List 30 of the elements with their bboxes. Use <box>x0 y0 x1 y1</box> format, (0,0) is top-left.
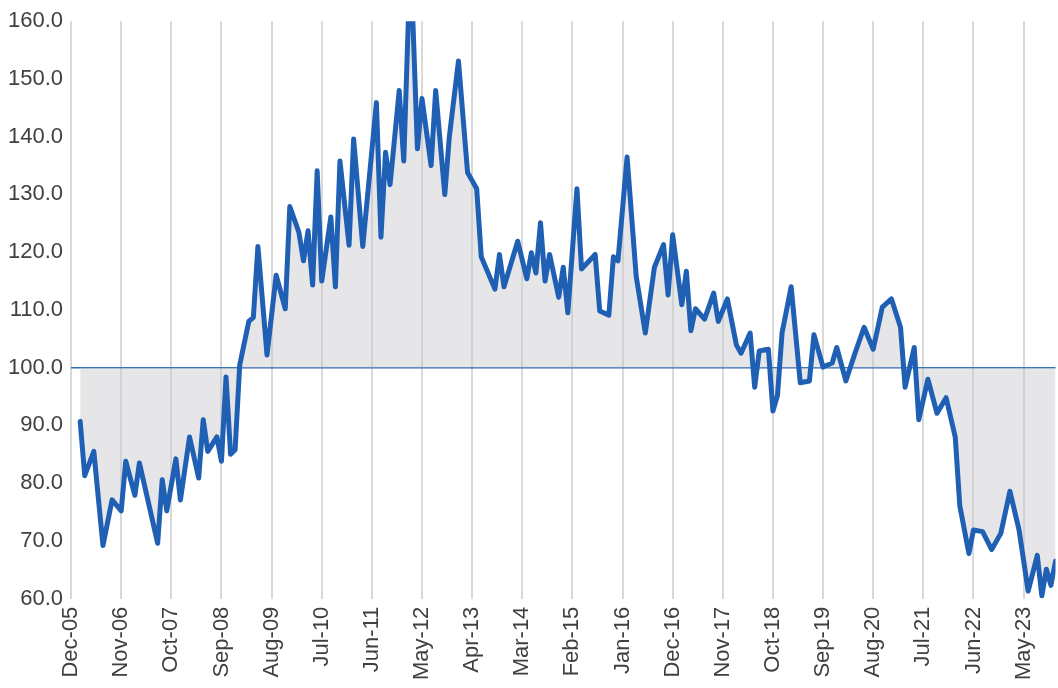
y-tick-label: 150.0 <box>7 65 64 91</box>
y-tick-label: 110.0 <box>9 295 64 321</box>
x-tick-label: May-12 <box>408 606 434 680</box>
y-tick-label: 70.0 <box>20 526 64 552</box>
x-tick-label: Dec-16 <box>658 606 684 678</box>
x-tick-label: Jun-11 <box>357 606 383 673</box>
x-tick-label: Nov-06 <box>107 606 133 678</box>
y-tick-label: 90.0 <box>20 411 64 437</box>
x-tick-label: Nov-17 <box>708 606 734 678</box>
y-tick-label: 100.0 <box>7 353 64 379</box>
x-tick-label: Jul-10 <box>307 606 333 667</box>
x-tick-label: Oct-07 <box>157 606 183 673</box>
x-tick-label: Aug-20 <box>859 606 885 678</box>
x-tick-label: Sep-08 <box>207 606 233 678</box>
y-tick-label: 160.0 <box>7 7 64 33</box>
x-tick-label: May-23 <box>1009 606 1035 680</box>
x-tick-label: Oct-18 <box>758 606 784 673</box>
x-tick-label: Feb-15 <box>558 606 584 677</box>
x-tick-label: Dec-05 <box>57 606 83 678</box>
y-tick-label: 120.0 <box>7 238 64 264</box>
x-tick-label: Aug-09 <box>257 606 283 678</box>
y-tick-label: 130.0 <box>7 180 64 206</box>
x-tick-label: Jul-21 <box>909 606 935 667</box>
x-tick-label: Apr-13 <box>458 606 484 673</box>
x-tick-label: Sep-19 <box>809 606 835 678</box>
x-tick-label: Jun-22 <box>959 606 985 674</box>
y-tick-label: 140.0 <box>7 122 64 148</box>
x-tick-label: Jan-16 <box>608 606 634 674</box>
y-tick-label: 80.0 <box>20 469 64 495</box>
x-tick-label: Mar-14 <box>508 606 534 677</box>
